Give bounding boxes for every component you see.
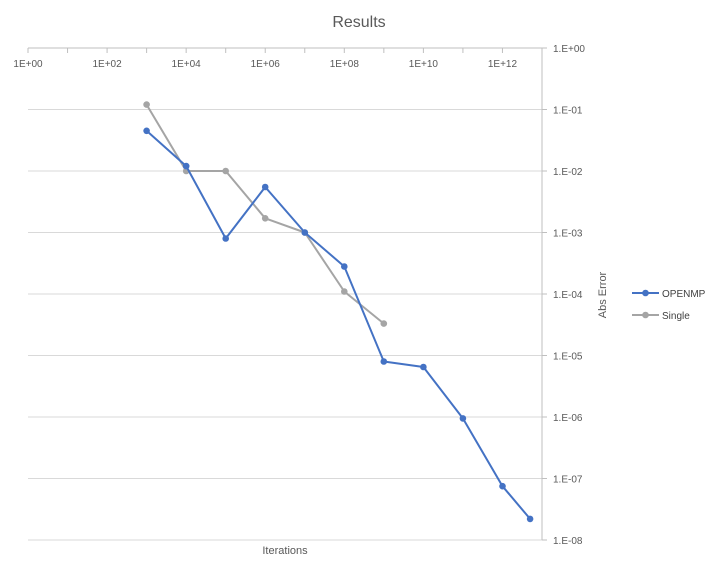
- y-tick-label: 1.E-06: [553, 413, 583, 424]
- data-point-single: [380, 320, 388, 327]
- x-tick-label: 1E+02: [92, 59, 122, 70]
- x-axis-ticks: 1E+00 1E+02 1E+04 1E+06 1E+08 1E+10 1E+12: [13, 48, 543, 70]
- data-point-openmp: [261, 183, 269, 191]
- gridlines: [28, 109, 542, 541]
- data-point-openmp: [182, 162, 190, 170]
- data-point-openmp: [499, 482, 506, 490]
- y-tick-label: 1.E+00: [553, 44, 585, 55]
- data-point-openmp: [341, 263, 348, 270]
- y-tick-label: 1.E-02: [553, 167, 583, 178]
- y-tick-label: 1.E-08: [553, 536, 583, 547]
- x-tick-label: 1E+04: [172, 59, 202, 70]
- y-tick-label: 1.E-01: [553, 106, 583, 117]
- data-point-openmp: [301, 229, 309, 236]
- data-point-single: [341, 288, 348, 295]
- x-axis-title: Iterations: [262, 545, 308, 557]
- data-point-openmp: [420, 363, 427, 371]
- x-tick-label: 1E+08: [330, 59, 360, 70]
- y-tick-label: 1.E-03: [553, 229, 583, 240]
- data-point-single: [143, 101, 150, 108]
- x-tick-label: 1E+10: [409, 59, 439, 70]
- data-point-single: [222, 167, 229, 175]
- y-tick-label: 1.E-04: [553, 290, 583, 301]
- legend-label-openmp: OPENMP: [662, 289, 706, 300]
- y-tick-label: 1.E-07: [553, 475, 583, 486]
- y-tick-label: 1.E-05: [553, 352, 583, 363]
- data-point-openmp: [380, 358, 388, 365]
- data-point-openmp: [459, 415, 467, 422]
- y-axis-ticks: 1.E+00 1.E-01 1.E-02 1.E-03 1.E-04 1.E-05 1.E-…: [542, 44, 585, 547]
- legend-marker-single: [642, 311, 649, 319]
- series-line-single: [145, 104, 385, 325]
- x-tick-label: 1E+12: [488, 59, 518, 70]
- data-point-single: [261, 215, 269, 222]
- data-point-openmp: [222, 235, 229, 242]
- chart-title: Results: [332, 14, 385, 31]
- series: [143, 101, 534, 523]
- legend-label-single: Single: [662, 311, 690, 322]
- data-point-openmp: [526, 515, 534, 523]
- legend-marker-openmp: [642, 289, 649, 297]
- x-tick-label: 1E+00: [13, 59, 43, 70]
- y-axis-title: Abs Error: [597, 271, 609, 318]
- legend: OPENMP Single: [632, 289, 706, 322]
- series-line-openmp: [145, 130, 531, 520]
- x-tick-label: 1E+06: [251, 59, 281, 70]
- data-point-openmp: [143, 127, 150, 135]
